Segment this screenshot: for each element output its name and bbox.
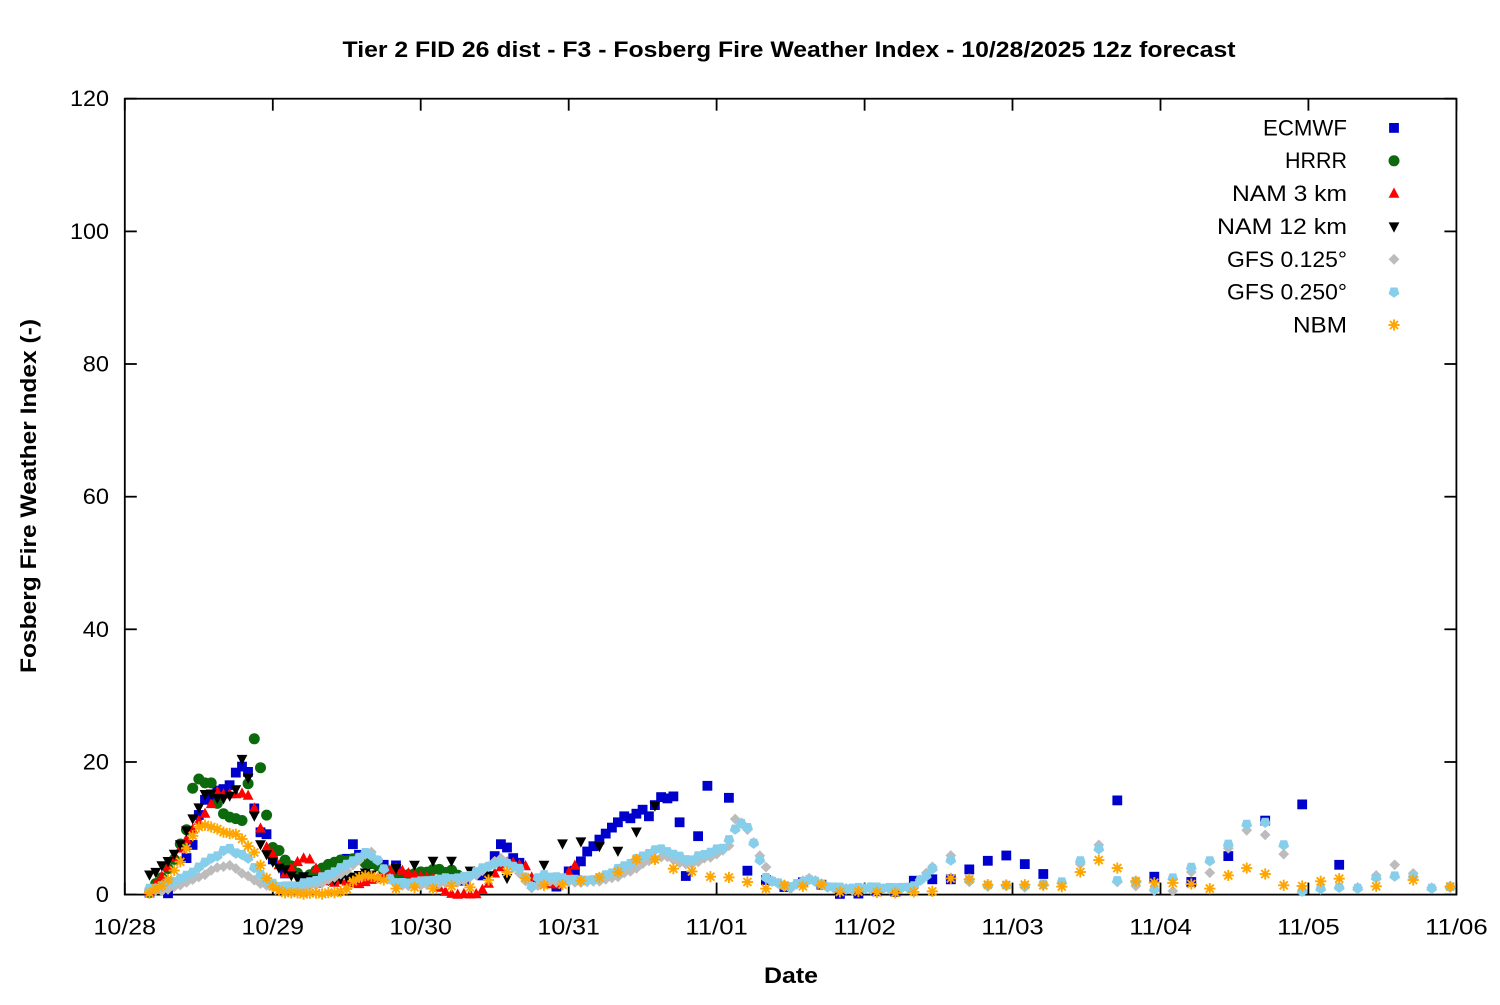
svg-text:GFS 0.250°: GFS 0.250° bbox=[1227, 280, 1347, 305]
svg-text:NAM 12 km: NAM 12 km bbox=[1217, 214, 1347, 239]
svg-text:10/29: 10/29 bbox=[242, 915, 305, 940]
svg-text:HRRR: HRRR bbox=[1285, 148, 1347, 173]
svg-text:Date: Date bbox=[764, 963, 818, 988]
svg-text:NBM: NBM bbox=[1293, 313, 1347, 338]
svg-text:Fosberg Fire Weather Index (-): Fosberg Fire Weather Index (-) bbox=[16, 319, 41, 673]
svg-text:0: 0 bbox=[96, 882, 109, 907]
svg-text:11/02: 11/02 bbox=[833, 915, 896, 940]
svg-text:100: 100 bbox=[70, 219, 109, 244]
svg-text:11/06: 11/06 bbox=[1425, 915, 1488, 940]
svg-text:60: 60 bbox=[83, 484, 109, 509]
svg-text:80: 80 bbox=[83, 352, 109, 377]
svg-text:NAM 3 km: NAM 3 km bbox=[1232, 181, 1347, 206]
svg-text:ECMWF: ECMWF bbox=[1263, 115, 1347, 140]
svg-text:11/01: 11/01 bbox=[685, 915, 748, 940]
svg-text:11/04: 11/04 bbox=[1129, 915, 1192, 940]
svg-text:11/05: 11/05 bbox=[1277, 915, 1340, 940]
svg-text:GFS 0.125°: GFS 0.125° bbox=[1227, 247, 1347, 272]
svg-text:10/28: 10/28 bbox=[94, 915, 157, 940]
svg-text:10/30: 10/30 bbox=[389, 915, 452, 940]
svg-text:20: 20 bbox=[83, 750, 109, 775]
svg-text:Tier 2 FID 26 dist - F3 - Fosb: Tier 2 FID 26 dist - F3 - Fosberg Fire W… bbox=[343, 37, 1237, 62]
svg-text:40: 40 bbox=[83, 617, 109, 642]
svg-text:11/03: 11/03 bbox=[981, 915, 1044, 940]
svg-text:10/31: 10/31 bbox=[537, 915, 600, 940]
svg-text:120: 120 bbox=[70, 86, 109, 111]
